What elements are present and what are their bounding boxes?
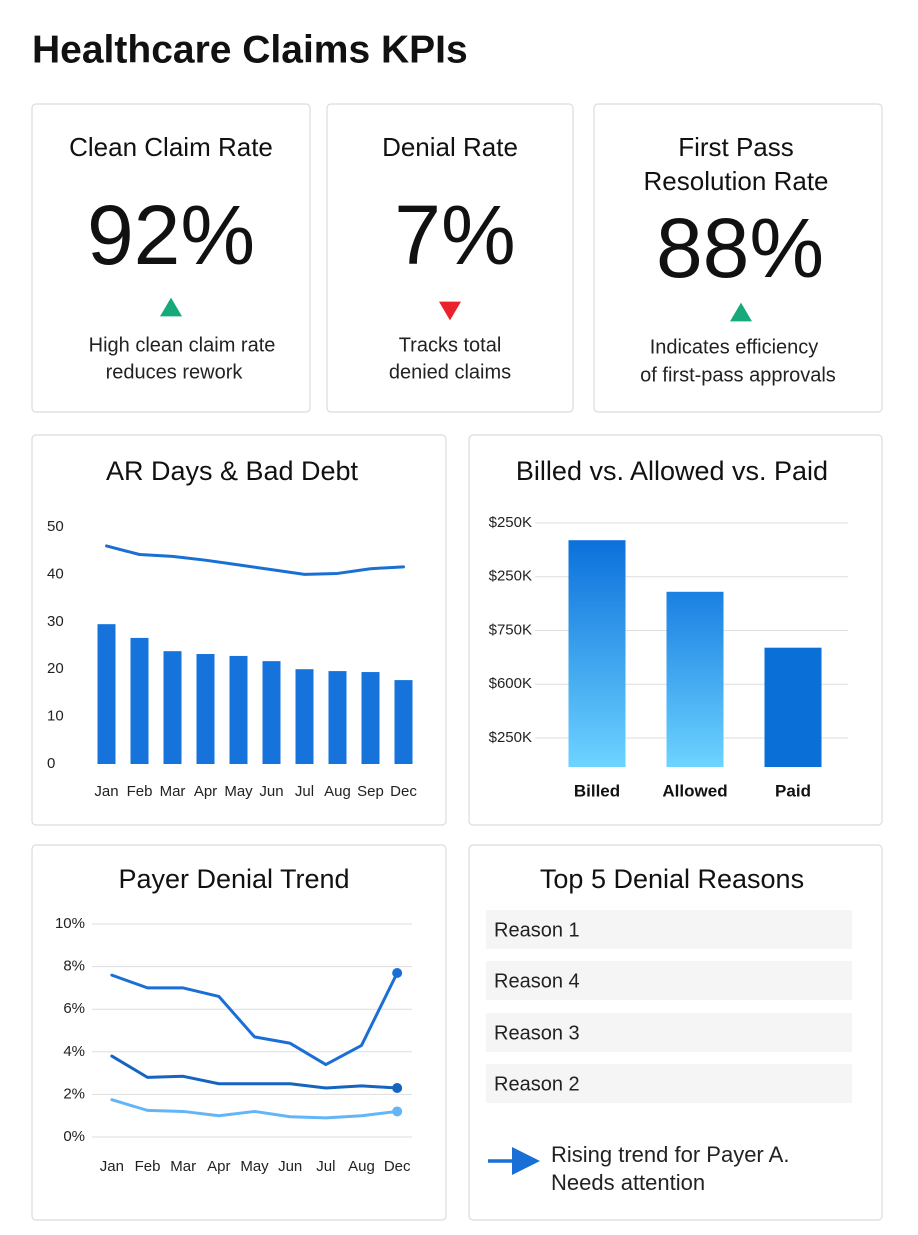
x-tick-label: Allowed — [662, 781, 727, 800]
kpi-description: of first-pass approvals — [640, 364, 836, 386]
kpi-title: Resolution Rate — [644, 166, 829, 196]
x-tick-label: Feb — [135, 1158, 161, 1175]
x-tick-label: Jan — [100, 1158, 124, 1175]
reason-row — [486, 1064, 852, 1103]
y-tick-label: $600K — [489, 675, 532, 692]
x-tick-label: Billed — [574, 781, 620, 800]
kpi-card — [31, 103, 311, 413]
chart-title: Billed vs. Allowed vs. Paid — [516, 456, 828, 486]
y-tick-label: 10 — [47, 708, 64, 725]
bar — [328, 671, 347, 764]
note-text: Needs attention — [551, 1170, 705, 1195]
end-marker — [392, 1106, 403, 1117]
reason-label: Reason 1 — [494, 919, 580, 941]
bar — [130, 637, 149, 764]
line-series — [105, 544, 405, 576]
y-tick-label: 30 — [47, 613, 64, 630]
x-tick-label: Apr — [207, 1158, 230, 1175]
bar — [568, 540, 626, 767]
x-tick-label: Paid — [775, 781, 811, 800]
reason-label: Reason 3 — [494, 1022, 580, 1044]
end-marker — [392, 1083, 403, 1094]
bar — [764, 647, 822, 767]
line-series — [110, 971, 399, 1067]
kpi-title: Denial Rate — [382, 132, 518, 162]
list-title: Top 5 Denial Reasons — [540, 864, 804, 894]
kpi-card — [593, 103, 883, 413]
kpi-value: 92% — [87, 188, 255, 282]
x-tick-label: May — [240, 1158, 269, 1175]
x-tick-label: Sep — [357, 783, 384, 800]
bar — [394, 680, 413, 764]
x-tick-label: Feb — [127, 783, 153, 800]
end-marker — [392, 967, 403, 978]
reason-row — [486, 1013, 852, 1052]
y-tick-label: 8% — [63, 958, 85, 975]
bar — [229, 655, 248, 764]
kpi-description: reduces rework — [106, 361, 244, 383]
y-tick-label: $250K — [489, 729, 532, 746]
bar — [196, 654, 215, 764]
chart-title: AR Days & Bad Debt — [106, 456, 359, 486]
x-tick-label: Mar — [170, 1158, 196, 1175]
x-tick-label: Aug — [348, 1158, 375, 1175]
y-tick-label: $250K — [489, 568, 532, 585]
reason-row — [486, 910, 852, 949]
x-tick-label: Jun — [278, 1158, 302, 1175]
kpi-description: High clean claim rate — [89, 334, 276, 356]
y-tick-label: 6% — [63, 1000, 85, 1017]
note-text: Rising trend for Payer A. — [551, 1142, 789, 1167]
x-tick-label: Mar — [160, 783, 186, 800]
x-tick-label: Dec — [384, 1158, 411, 1175]
y-tick-label: 10% — [55, 915, 85, 932]
x-tick-label: Jan — [94, 783, 118, 800]
y-tick-label: 50 — [47, 518, 64, 535]
bar — [295, 669, 314, 764]
trend-indicator — [439, 301, 461, 321]
y-tick-label: $750K — [489, 621, 532, 638]
trend-indicator — [730, 302, 752, 322]
chart-card — [31, 844, 447, 1221]
kpi-description: Tracks total — [399, 334, 502, 356]
x-tick-label: Apr — [194, 783, 217, 800]
kpi-card — [326, 103, 574, 413]
kpi-value: 7% — [394, 188, 515, 282]
x-tick-label: Aug — [324, 783, 351, 800]
trend-indicator — [160, 297, 182, 317]
page-title: Healthcare Claims KPIs — [32, 28, 468, 71]
bar — [361, 672, 380, 764]
bar — [666, 591, 724, 767]
y-tick-label: 2% — [63, 1085, 85, 1102]
y-tick-label: $250K — [489, 514, 532, 531]
line-series — [110, 1098, 399, 1120]
y-tick-label: 40 — [47, 565, 64, 582]
y-tick-label: 0 — [47, 755, 55, 772]
kpi-title: Clean Claim Rate — [69, 132, 273, 162]
reason-row — [486, 961, 852, 1000]
kpi-description: denied claims — [389, 361, 511, 383]
reason-label: Reason 2 — [494, 1073, 580, 1095]
kpi-title: First Pass — [678, 132, 794, 162]
kpi-value: 88% — [656, 201, 824, 295]
bar — [97, 624, 116, 764]
bar — [163, 651, 182, 764]
x-tick-label: Dec — [390, 783, 417, 800]
x-tick-label: Jul — [295, 783, 314, 800]
chart-title: Payer Denial Trend — [118, 864, 349, 894]
kpi-description: Indicates efficiency — [650, 336, 819, 358]
y-tick-label: 4% — [63, 1043, 85, 1060]
line-series — [110, 1054, 399, 1090]
x-tick-label: Jul — [316, 1158, 335, 1175]
bar — [262, 661, 281, 764]
x-tick-label: May — [224, 783, 253, 800]
y-tick-label: 20 — [47, 660, 64, 677]
chart-card — [31, 434, 447, 826]
y-tick-label: 0% — [63, 1128, 85, 1145]
x-tick-label: Jun — [259, 783, 283, 800]
reason-label: Reason 4 — [494, 970, 580, 992]
